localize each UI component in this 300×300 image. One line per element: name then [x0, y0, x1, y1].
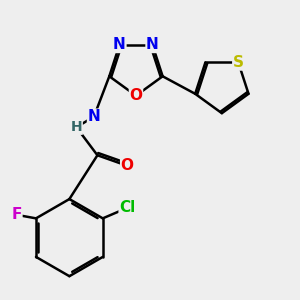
Text: H: H — [70, 120, 82, 134]
Text: S: S — [233, 55, 244, 70]
Text: N: N — [146, 38, 159, 52]
Text: O: O — [121, 158, 134, 173]
Text: N: N — [88, 109, 100, 124]
Text: N: N — [113, 38, 126, 52]
Text: O: O — [130, 88, 142, 103]
Text: Cl: Cl — [119, 200, 135, 215]
Text: F: F — [11, 207, 22, 222]
